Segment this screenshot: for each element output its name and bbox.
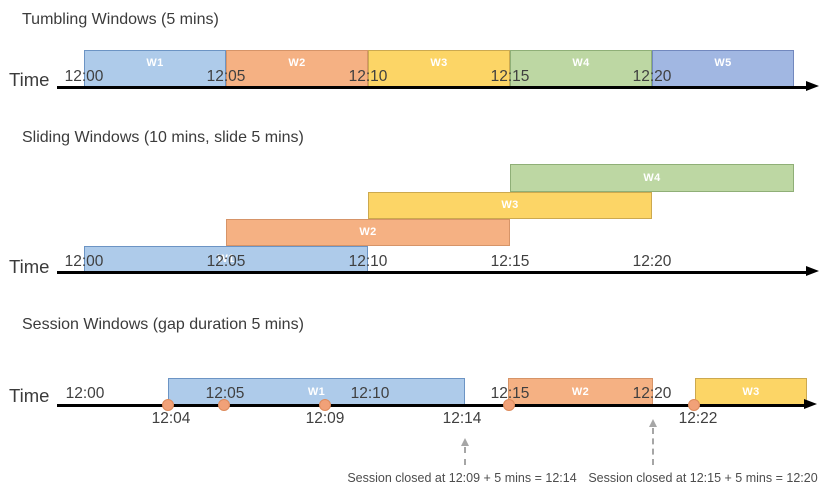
window-label: W1	[307, 385, 326, 398]
window-bar-w3: W3	[695, 378, 807, 406]
event-time-label: 12:04	[151, 410, 191, 427]
event-dot-icon	[503, 398, 515, 411]
event-dot-icon	[162, 398, 174, 411]
annotation-arrowhead-icon	[460, 438, 469, 446]
window-label: W5	[714, 57, 732, 69]
annotation-arrowhead-icon	[648, 419, 657, 427]
window-bar-w4: W4	[510, 164, 794, 192]
tick-label: 12:05	[205, 385, 245, 402]
tick-label: 12:15	[490, 385, 530, 402]
tick-label: 12:05	[206, 68, 246, 85]
window-bar-w2: W2	[226, 50, 368, 88]
window-bar-w1: W1	[84, 50, 226, 88]
tick-label: 12:05	[206, 253, 246, 270]
window-bar-w2: W2	[226, 219, 510, 246]
tick-label: 12:15	[490, 253, 530, 270]
timeline-axis	[57, 271, 806, 274]
annotation-arrow-dashes	[652, 428, 654, 465]
axis-arrowhead-icon	[804, 399, 817, 409]
axis-arrowhead-icon	[806, 81, 819, 91]
tick-label: 12:20	[632, 68, 672, 85]
window-bar-w5: W5	[652, 50, 794, 88]
window-bar-w4: W4	[510, 50, 652, 88]
window-bar-w3: W3	[368, 192, 652, 219]
time-axis-label-session: Time	[9, 385, 50, 406]
window-label: W1	[146, 57, 164, 69]
tick-label: 12:00	[64, 68, 104, 85]
event-dot-icon	[319, 398, 331, 411]
window-label: W4	[572, 57, 590, 69]
event-time-label: 12:09	[305, 410, 345, 427]
event-time-label: 12:14	[442, 410, 482, 427]
session-close-annotation: Session closed at 12:15 + 5 mins = 12:20	[588, 471, 818, 485]
annotation-arrow-dashes	[464, 447, 466, 465]
window-bar-w3: W3	[368, 50, 510, 88]
tick-label: 12:00	[64, 253, 104, 270]
time-axis-label-sliding: Time	[9, 256, 50, 277]
window-label: W2	[288, 57, 306, 69]
window-label: W3	[742, 385, 760, 398]
window-label: W3	[430, 57, 448, 69]
event-dot-icon	[688, 398, 700, 411]
event-dot-icon	[218, 398, 230, 411]
window-bar-w2: W2	[508, 378, 653, 406]
sliding-windows-title: Sliding Windows (10 mins, slide 5 mins)	[22, 129, 304, 146]
timeline-axis	[57, 86, 806, 89]
axis-arrowhead-icon	[806, 266, 819, 276]
tick-label: 12:10	[348, 253, 388, 270]
timeline-axis	[57, 404, 804, 407]
event-time-label: 12:22	[678, 410, 718, 427]
tick-label: 12:20	[632, 385, 672, 402]
session-windows-title: Session Windows (gap duration 5 mins)	[22, 316, 304, 333]
tick-label: 12:10	[348, 68, 388, 85]
tumbling-windows-title: Tumbling Windows (5 mins)	[22, 11, 219, 28]
tick-label: 12:10	[350, 385, 390, 402]
tick-label: 12:00	[65, 385, 105, 402]
time-axis-label-tumbling: Time	[9, 69, 50, 90]
window-label: W4	[643, 171, 661, 184]
window-bar-w1: W1	[84, 246, 368, 273]
window-label: W1	[217, 253, 235, 265]
tick-label: 12:15	[490, 68, 530, 85]
window-label: W2	[571, 385, 590, 398]
window-label: W2	[359, 226, 377, 238]
session-close-annotation: Session closed at 12:09 + 5 mins = 12:14	[347, 471, 577, 485]
window-label: W3	[501, 199, 519, 211]
tick-label: 12:20	[632, 253, 672, 270]
